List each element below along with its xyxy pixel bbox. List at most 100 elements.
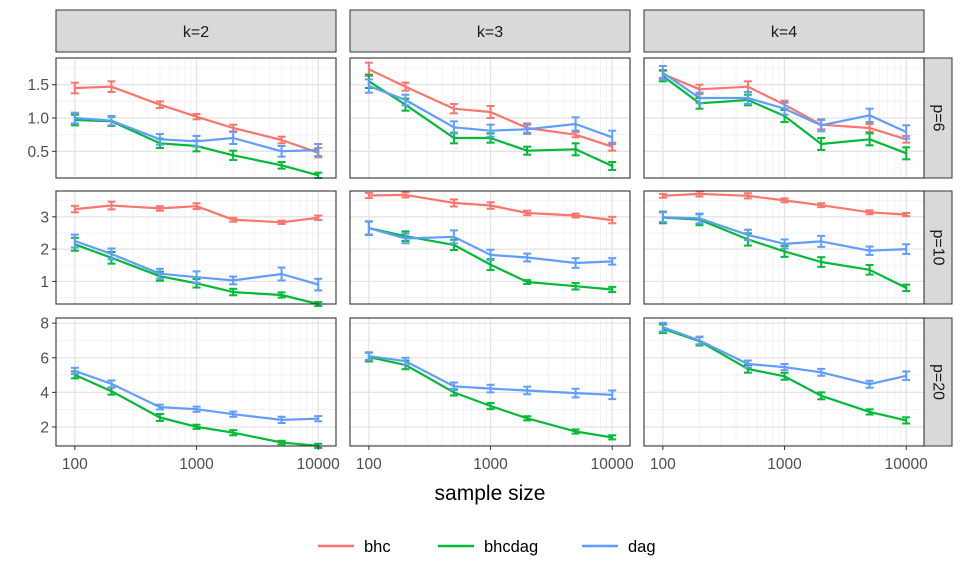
legend-label-dag: dag [628,538,656,556]
error-bar-dag [571,116,580,132]
panels-layer: k=2 k=3 k=4 p=6 p=10 p=20 0.5 1.0 1.5 1 2 3 2 4 6 8 100 1… [27,9,953,473]
panel-p=10-k=2 [70,200,323,307]
error-bar-dag [401,232,410,245]
facet-strip-column-label: k=2 [183,24,209,41]
error-bar-bhc [229,216,238,223]
error-bar-dag [70,111,79,125]
error-bar-dag [865,245,874,256]
error-bar-dag [865,379,874,389]
panel-p=6-k=4 [658,65,911,161]
error-bar-bhcdag [523,279,532,285]
x-axis-title: sample size [435,482,546,505]
x-axis-tick-label: 100 [650,456,676,473]
legend-label-bhc: bhc [364,538,391,556]
error-bar-dag [486,383,495,394]
error-bar-bhcdag [571,428,580,435]
x-axis-tick-label: 10000 [297,456,340,473]
error-bar-dag [192,270,201,285]
error-bar-bhc [107,80,116,93]
error-bar-bhcdag [865,132,874,147]
error-bar-dag [277,266,286,282]
error-bar-bhcdag [817,391,826,401]
y-axis-tick-label: 4 [40,385,49,402]
facet-strip-column [349,9,631,53]
error-bar-dag [658,65,667,81]
error-bar-dag [658,211,667,223]
error-bar-bhc [277,219,286,225]
error-bar-bhcdag [229,287,238,297]
error-bar-bhcdag [608,434,617,441]
error-bar-bhcdag [608,161,617,171]
error-bar-bhc [449,198,458,208]
y-axis-tick-label: 1 [40,274,49,291]
y-axis-tick-label: 3 [40,209,49,226]
facet-strip-row [923,190,953,305]
error-bar-dag [743,228,752,242]
error-bar-bhcdag [523,415,532,422]
error-bar-dag [314,143,323,157]
error-bar-dag [608,389,617,401]
panel-p=6-k=2 [70,80,323,179]
legend-label-bhcdag: bhcdag [484,538,538,556]
error-bar-dag [107,247,116,261]
error-bar-dag [449,229,458,245]
error-bar-bhc [155,205,164,212]
facet-strip-row [923,57,953,179]
error-bar-dag [364,220,373,236]
error-bar-dag [780,101,789,116]
error-bar-dag [695,335,704,346]
error-bar-bhcdag [277,439,286,446]
error-bar-bhcdag [902,146,911,161]
error-bar-bhc [486,201,495,210]
error-bar-dag [780,363,789,372]
error-bar-dag [229,410,238,418]
error-bar-bhc [192,202,201,211]
error-bar-dag [743,91,752,105]
error-bar-dag [780,238,789,250]
error-bar-bhc [865,209,874,216]
error-bar-dag [817,234,826,248]
error-bar-dag [401,356,410,366]
error-bar-bhc [401,81,410,92]
error-bar-dag [817,367,826,377]
error-bar-bhcdag [571,282,580,291]
x-axis-tick-label: 10000 [591,456,634,473]
error-bar-bhcdag [523,145,532,156]
error-bar-dag [486,123,495,138]
error-bar-bhcdag [192,423,201,430]
x-axis-tick-label: 1000 [179,456,214,473]
panel-p=10-k=4 [658,190,911,293]
error-bar-dag [608,257,617,266]
error-bar-dag [229,131,238,145]
panel-border [643,190,925,305]
x-axis-tick-label: 100 [356,456,382,473]
error-bar-bhcdag [229,429,238,437]
error-bar-bhc [780,197,789,204]
error-bar-dag [277,415,286,424]
error-bar-dag [658,321,667,333]
error-bar-bhcdag [277,161,286,170]
error-bar-bhc [401,191,410,199]
error-bar-dag [155,403,164,411]
error-bar-bhcdag [780,371,789,381]
error-bar-bhc [658,192,667,199]
error-bar-bhc [571,131,580,139]
error-bar-dag [229,275,238,286]
panel-p=10-k=3 [364,191,617,294]
error-bar-bhcdag [865,263,874,276]
panel-border [643,317,925,447]
error-bar-dag [107,379,116,389]
x-axis-tick-label: 1000 [767,456,802,473]
y-axis-tick-label: 0.5 [27,144,49,161]
panel-p=20-k=3 [364,351,617,441]
error-bar-dag [107,115,116,127]
y-axis-tick-label: 6 [40,350,49,367]
error-bar-bhc [902,211,911,218]
error-bar-dag [902,370,911,382]
error-bar-dag [155,133,164,146]
panel-p=20-k=2 [70,366,323,449]
facet-strip-column [55,9,337,53]
facet-strip-column-label: k=3 [477,24,503,41]
panel-p=20-k=4 [658,321,911,425]
